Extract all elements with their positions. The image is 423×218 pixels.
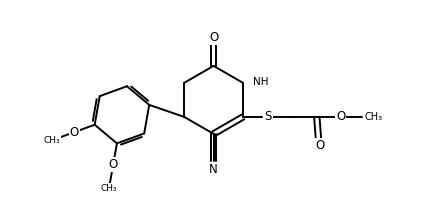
- Text: O: O: [109, 158, 118, 171]
- Text: O: O: [70, 126, 79, 139]
- Text: S: S: [264, 110, 272, 123]
- Text: N: N: [209, 163, 218, 176]
- Text: CH₃: CH₃: [101, 184, 117, 193]
- Text: CH₃: CH₃: [44, 136, 60, 145]
- Text: O: O: [316, 139, 325, 152]
- Text: O: O: [209, 31, 218, 44]
- Text: NH: NH: [253, 77, 269, 87]
- Text: CH₃: CH₃: [365, 112, 382, 122]
- Text: O: O: [336, 110, 346, 123]
